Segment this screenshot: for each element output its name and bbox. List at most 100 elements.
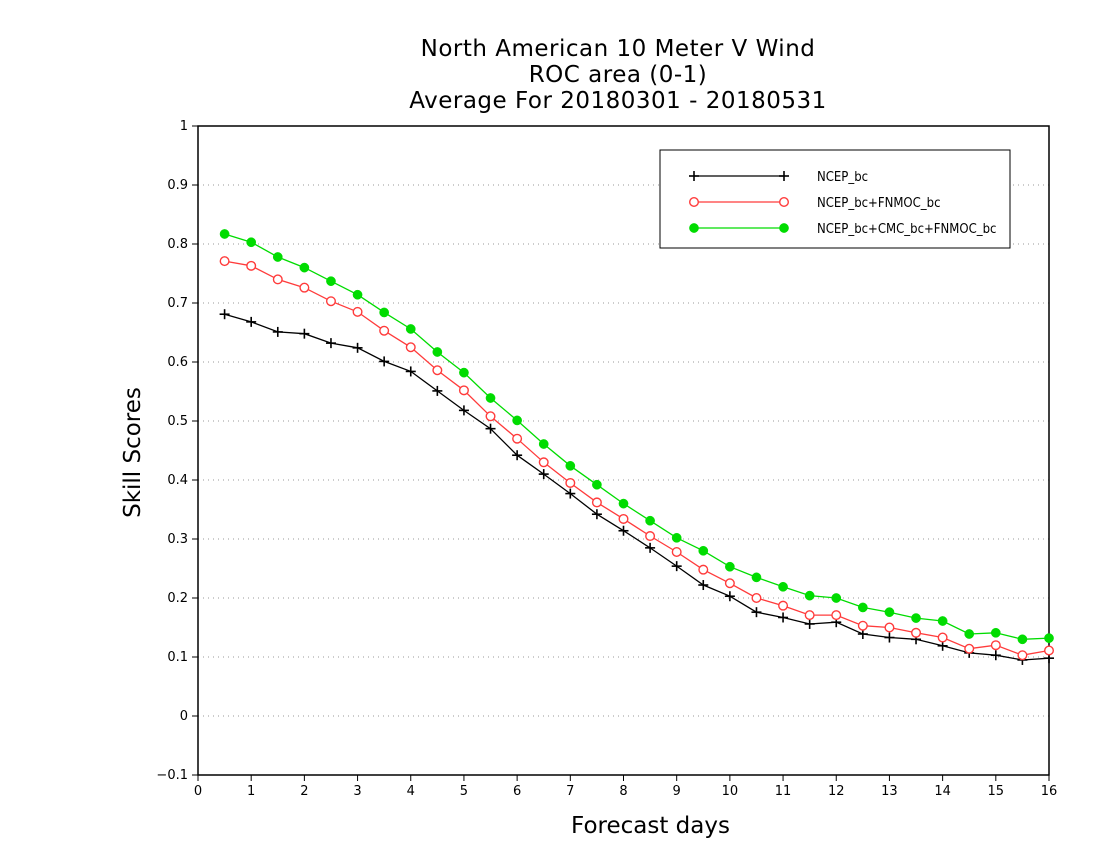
data-point bbox=[379, 325, 390, 336]
data-point bbox=[990, 650, 1001, 661]
legend-marker-end bbox=[779, 223, 789, 233]
data-point bbox=[937, 616, 948, 626]
data-point bbox=[246, 316, 257, 327]
legend-box bbox=[659, 149, 1011, 249]
data-point bbox=[698, 580, 709, 591]
y-tick-label: 0.5 bbox=[167, 414, 188, 429]
data-point bbox=[724, 591, 735, 602]
y-tick-label: 0.4 bbox=[167, 473, 188, 488]
legend-marker-start bbox=[689, 171, 699, 181]
data-point bbox=[512, 450, 523, 461]
y-axis-title: Skill Scores bbox=[120, 387, 146, 518]
series-line bbox=[224, 313, 1050, 661]
x-tick-label: 8 bbox=[619, 784, 627, 799]
data-point bbox=[778, 600, 789, 611]
data-point bbox=[804, 618, 815, 629]
data-point bbox=[405, 366, 416, 377]
data-point bbox=[592, 479, 602, 490]
data-point bbox=[272, 252, 283, 262]
data-point bbox=[299, 282, 310, 293]
data-point bbox=[990, 640, 1001, 651]
data-point bbox=[325, 296, 336, 307]
x-tick-label: 6 bbox=[513, 784, 521, 799]
data-point bbox=[1044, 633, 1054, 643]
data-point bbox=[272, 326, 283, 337]
data-point bbox=[884, 632, 895, 643]
data-point bbox=[937, 632, 948, 643]
title-line-2: ROC area (0-1) bbox=[528, 62, 708, 88]
data-point bbox=[618, 513, 629, 524]
y-tick-label: 0.1 bbox=[167, 650, 188, 665]
y-tick-label: 0.2 bbox=[167, 591, 188, 606]
y-tick-label: 0 bbox=[180, 709, 188, 724]
x-tick-label: 12 bbox=[828, 784, 845, 799]
data-point bbox=[405, 324, 416, 334]
data-point bbox=[591, 509, 602, 520]
data-point bbox=[618, 498, 629, 509]
x-tick-label: 14 bbox=[934, 784, 951, 799]
legend-marker-start bbox=[689, 223, 699, 233]
data-point bbox=[219, 229, 230, 239]
data-point bbox=[379, 356, 390, 367]
data-point bbox=[1017, 650, 1028, 661]
x-tick-label: 11 bbox=[775, 784, 792, 799]
data-point bbox=[964, 629, 975, 639]
x-tick-label: 9 bbox=[673, 784, 681, 799]
data-point bbox=[538, 457, 549, 468]
data-point bbox=[326, 276, 336, 287]
x-tick-label: 3 bbox=[353, 784, 361, 799]
data-point bbox=[246, 260, 257, 271]
data-point bbox=[485, 423, 496, 434]
data-point bbox=[990, 627, 1001, 638]
data-point bbox=[219, 309, 230, 320]
x-tick-label: 7 bbox=[566, 784, 574, 799]
data-point bbox=[485, 411, 496, 422]
title-line-1: North American 10 Meter V Wind bbox=[420, 36, 816, 62]
data-point bbox=[405, 342, 416, 353]
x-tick-label: 1 bbox=[247, 784, 255, 799]
data-point bbox=[538, 469, 549, 480]
data-point bbox=[778, 612, 789, 623]
data-point bbox=[352, 289, 363, 300]
data-point bbox=[458, 405, 469, 416]
data-point bbox=[725, 561, 735, 572]
x-tick-label: 2 bbox=[300, 784, 308, 799]
legend-marker-end bbox=[779, 196, 790, 207]
series-2 bbox=[219, 256, 1054, 661]
data-point bbox=[565, 488, 576, 499]
x-tick-label: 5 bbox=[460, 784, 468, 799]
y-tick-label: 0.8 bbox=[167, 237, 188, 252]
data-point bbox=[325, 338, 336, 349]
data-point bbox=[724, 578, 735, 589]
data-point bbox=[884, 622, 895, 633]
x-tick-label: 16 bbox=[1041, 784, 1058, 799]
data-point bbox=[671, 532, 682, 543]
data-point bbox=[884, 607, 895, 618]
data-point bbox=[751, 607, 762, 618]
y-tick-label: 0.6 bbox=[167, 355, 188, 370]
data-point bbox=[751, 572, 762, 583]
data-point bbox=[964, 643, 975, 654]
data-point bbox=[538, 439, 549, 449]
series-line bbox=[224, 233, 1050, 640]
data-point bbox=[565, 477, 576, 488]
data-point bbox=[857, 620, 868, 631]
data-point bbox=[698, 564, 709, 575]
data-point bbox=[1043, 645, 1054, 656]
x-tick-label: 10 bbox=[722, 784, 739, 799]
data-point bbox=[645, 515, 655, 526]
y-tick-label: 0.9 bbox=[167, 178, 188, 193]
data-point bbox=[485, 393, 496, 403]
data-point bbox=[246, 237, 257, 248]
data-point bbox=[698, 545, 709, 556]
data-point bbox=[645, 542, 656, 553]
legend-label: NCEP_bc+FNMOC_bc bbox=[817, 196, 941, 211]
data-point bbox=[352, 342, 363, 353]
data-point bbox=[911, 627, 922, 638]
chart-title: North American 10 Meter V Wind ROC area … bbox=[0, 36, 1100, 114]
tick-layer: −0.100.10.20.30.40.50.60.70.80.910 1 2 3 4 5 6… bbox=[156, 119, 1057, 799]
data-point bbox=[432, 385, 443, 396]
data-point bbox=[219, 256, 230, 267]
legend-label: NCEP_bc bbox=[817, 170, 868, 185]
